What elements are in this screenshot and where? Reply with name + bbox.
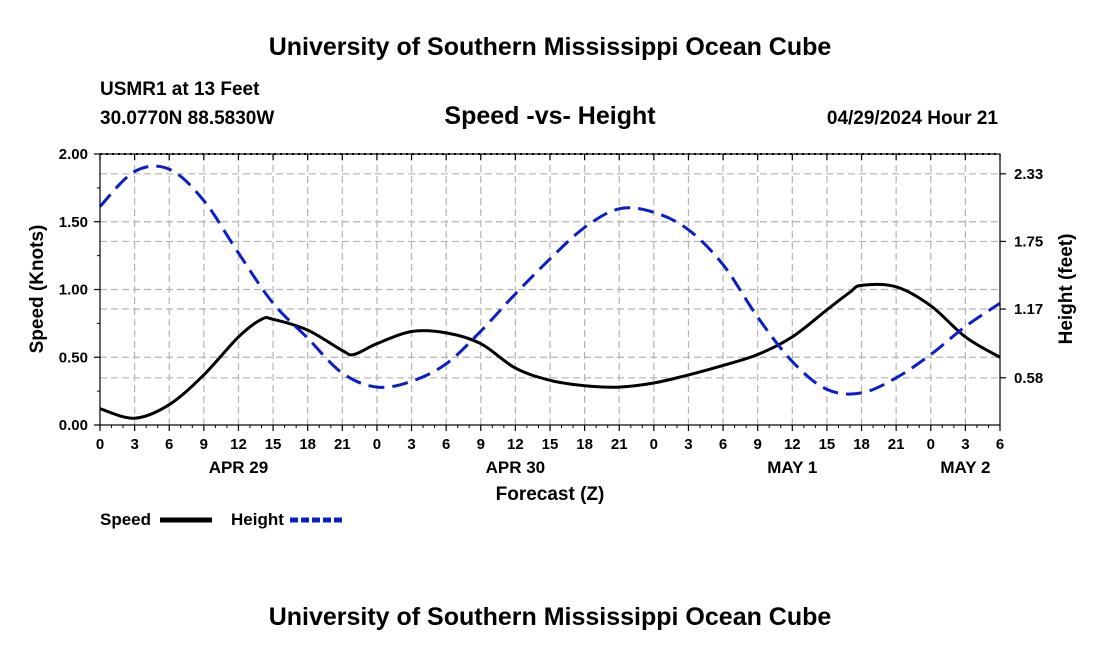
x-tick-label: 6 [996, 436, 1004, 453]
x-tick-label: 0 [96, 436, 104, 453]
x-tick-label: 3 [130, 436, 138, 453]
x-axis-title: Forecast (Z) [496, 484, 605, 505]
x-tick-label: 3 [684, 436, 692, 453]
y-axis-title: Speed (Knots) [27, 225, 48, 354]
x-tick-label: 18 [576, 436, 593, 453]
x-tick-label: 18 [299, 436, 316, 453]
y2-tick-label: 0.58 [1014, 370, 1043, 387]
x-tick-label: 21 [888, 436, 905, 453]
x-tick-label: 0 [373, 436, 381, 453]
legend-height-label: Height [231, 510, 284, 529]
x-tick-label: 21 [611, 436, 628, 453]
station-label: USMR1 at 13 Feet [100, 79, 260, 100]
series-line-speed [99, 282, 1001, 420]
y-tick-label: 1.00 [59, 282, 88, 299]
y-tick-label: 2.00 [59, 146, 88, 163]
x-tick-label: 6 [719, 436, 727, 453]
y-tick-label: 0.50 [59, 349, 88, 366]
x-tick-label: 21 [334, 436, 351, 453]
axes: 0 3 6 9 12 15 18 21 0 3 6 9 12 15 18 21 0 3 6 9 12 15 18 21 0 3 6 A… [59, 146, 1043, 477]
datetime-label: 04/29/2024 Hour 21 [827, 108, 999, 129]
legend: Speed Height [100, 510, 342, 529]
x-tick-label: 18 [853, 436, 870, 453]
x-tick-label: 3 [407, 436, 415, 453]
y2-tick-label: 2.33 [1014, 166, 1043, 183]
series-line-height [98, 164, 1001, 396]
grid-lines [100, 153, 1000, 425]
x-tick-label: 12 [507, 436, 524, 453]
x-tick-label: 6 [165, 436, 173, 453]
x-tick-label: 9 [477, 436, 485, 453]
x-tick-label: 15 [819, 436, 836, 453]
y-tick-label: 0.00 [59, 417, 88, 434]
y2-tick-label: 1.75 [1014, 233, 1043, 250]
x-tick-label: 12 [230, 436, 247, 453]
location-label: 30.0770N 88.5830W [100, 108, 274, 129]
x-tick-label: 6 [442, 436, 450, 453]
x-tick-label: 12 [784, 436, 801, 453]
x-tick-label: 15 [265, 436, 282, 453]
date-label: MAY 2 [940, 458, 990, 477]
legend-speed-label: Speed [100, 510, 151, 529]
x-tick-label: 0 [927, 436, 935, 453]
y2-tick-label: 1.17 [1014, 301, 1043, 318]
y2-axis-title: Height (feet) [1056, 234, 1077, 345]
x-tick-label: 15 [542, 436, 559, 453]
series-layer [98, 164, 1001, 420]
date-label: APR 29 [209, 458, 269, 477]
x-tick-label: 9 [754, 436, 762, 453]
chart-title: Speed -vs- Height [444, 102, 656, 130]
page-title: University of Southern Mississippi Ocean… [269, 33, 832, 61]
date-label: APR 30 [486, 458, 546, 477]
footer-title: University of Southern Mississippi Ocean… [269, 603, 832, 631]
x-tick-label: 3 [961, 436, 969, 453]
x-tick-label: 9 [200, 436, 208, 453]
x-tick-label: 0 [650, 436, 658, 453]
date-label: MAY 1 [767, 458, 817, 477]
y-tick-label: 1.50 [59, 214, 88, 231]
